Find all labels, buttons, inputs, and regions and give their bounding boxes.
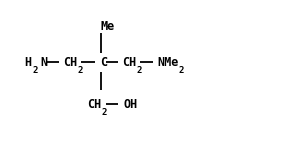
Text: 2: 2 bbox=[137, 66, 142, 75]
Text: OH: OH bbox=[123, 98, 138, 111]
Text: CH: CH bbox=[87, 98, 101, 111]
Text: C: C bbox=[101, 56, 108, 69]
Text: H: H bbox=[24, 56, 31, 69]
Text: NMe: NMe bbox=[157, 56, 178, 69]
Text: 2: 2 bbox=[32, 66, 37, 75]
Text: N: N bbox=[40, 56, 47, 69]
Text: CH: CH bbox=[63, 56, 77, 69]
Text: 2: 2 bbox=[178, 66, 183, 75]
Text: CH: CH bbox=[122, 56, 137, 69]
Text: 2: 2 bbox=[102, 108, 107, 117]
Text: 2: 2 bbox=[78, 66, 83, 75]
Text: Me: Me bbox=[101, 20, 115, 33]
